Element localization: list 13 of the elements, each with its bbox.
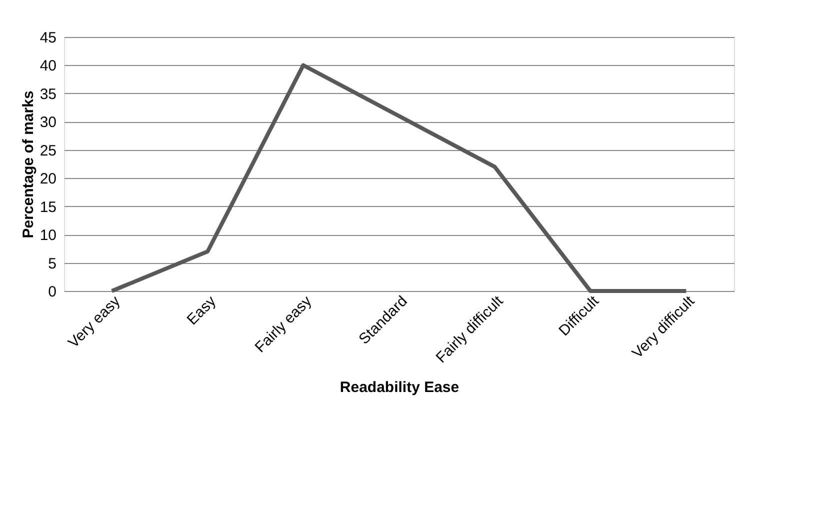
y-tick-label: 40 bbox=[40, 58, 56, 75]
y-tick-label: 5 bbox=[48, 255, 56, 272]
y-tick-label: 45 bbox=[40, 30, 56, 46]
y-axis-title: Percentage of marks bbox=[20, 90, 37, 238]
y-tick-label: 35 bbox=[40, 86, 56, 103]
y-tick-label: 25 bbox=[40, 142, 56, 160]
x-axis-title: Readability Ease bbox=[340, 378, 460, 396]
y-tick-label: 10 bbox=[40, 227, 56, 244]
y-tick-label: 30 bbox=[40, 114, 56, 132]
y-tick-label: 20 bbox=[40, 170, 56, 188]
y-tick-label: 15 bbox=[40, 198, 56, 216]
y-tick-label: 0 bbox=[48, 284, 56, 300]
line-series bbox=[110, 63, 688, 293]
